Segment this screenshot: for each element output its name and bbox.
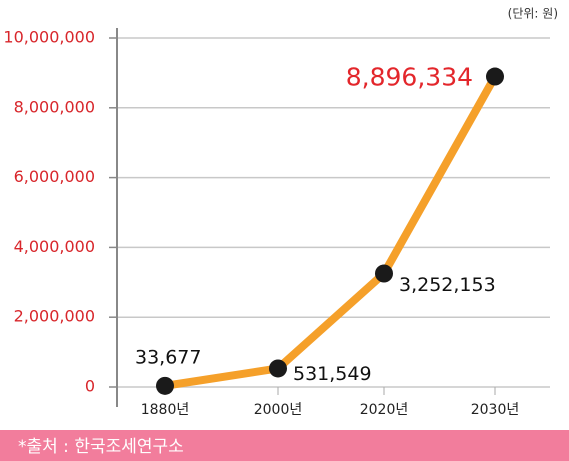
- y-tick-label: 10,000,000: [3, 28, 95, 47]
- marker: [156, 376, 174, 395]
- data-line: [161, 72, 499, 390]
- value-label: 33,677: [135, 346, 201, 368]
- x-tick-label: 2030년: [471, 402, 520, 418]
- x-tick-label: 2020년: [360, 402, 409, 418]
- marker: [375, 264, 393, 283]
- y-tick-label: 0: [85, 377, 95, 396]
- y-tick-label: 4,000,000: [14, 237, 95, 256]
- marker: [269, 359, 287, 378]
- unit-note: (단위: 원): [508, 7, 558, 21]
- marker: [486, 67, 504, 86]
- y-tick-label: 8,000,000: [14, 97, 95, 116]
- source-band: [0, 430, 569, 461]
- y-tick-label: 2,000,000: [14, 307, 95, 326]
- value-label: 3,252,153: [399, 274, 496, 296]
- value-label: 531,549: [293, 363, 372, 385]
- y-tick-label: 6,000,000: [14, 167, 95, 186]
- value-label: 8,896,334: [346, 63, 473, 92]
- x-tick-label: 2000년: [254, 402, 303, 418]
- x-tick-label: 1880년: [141, 402, 190, 418]
- source: *출처 : 한국조세연구소: [18, 437, 184, 457]
